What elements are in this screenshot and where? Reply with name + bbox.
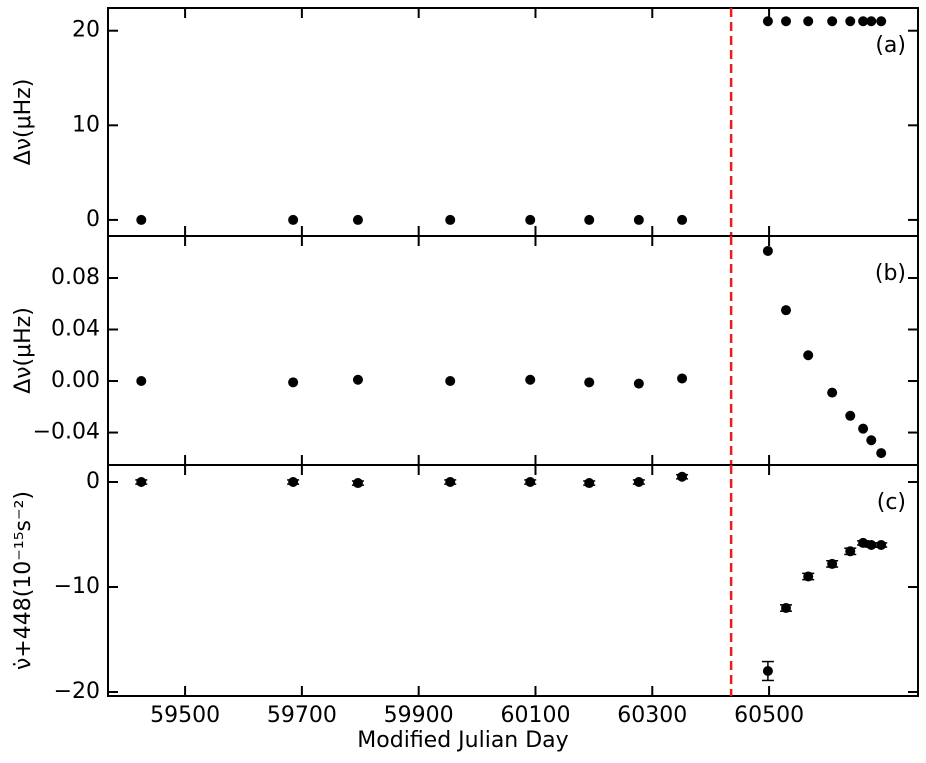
- y-tick-label: −10: [54, 574, 100, 599]
- data-point: [866, 16, 877, 27]
- data-point: [288, 477, 299, 488]
- panel-frame: [107, 7, 919, 237]
- panel-label: (a): [875, 33, 906, 58]
- data-point: [525, 214, 536, 225]
- y-axis-label: ν̇+448(10⁻¹⁵s⁻²): [11, 491, 36, 670]
- data-point: [781, 305, 792, 316]
- data-point: [876, 540, 887, 551]
- x-tick-label: 60300: [617, 703, 687, 728]
- data-point: [858, 423, 869, 434]
- data-point: [677, 471, 688, 482]
- x-tick-label: 60500: [734, 703, 804, 728]
- data-point: [584, 478, 595, 489]
- data-point: [352, 478, 363, 489]
- data-point: [762, 666, 773, 677]
- data-point: [633, 214, 644, 225]
- x-tick-label: 59700: [267, 703, 337, 728]
- data-point: [845, 410, 856, 421]
- data-point: [352, 214, 363, 225]
- data-point: [584, 377, 595, 388]
- data-point: [445, 477, 456, 488]
- data-point: [827, 558, 838, 569]
- y-tick-label: −0.04: [33, 420, 100, 445]
- data-point: [827, 387, 838, 398]
- data-point: [876, 448, 887, 459]
- y-tick-label: 10: [72, 112, 100, 137]
- data-point: [352, 374, 363, 385]
- y-tick-label: 0.00: [51, 368, 100, 393]
- data-point: [781, 16, 792, 27]
- data-point: [876, 16, 887, 27]
- y-tick-label: 20: [72, 18, 100, 43]
- data-point: [781, 603, 792, 614]
- panel-frame: [107, 464, 919, 697]
- data-point: [677, 214, 688, 225]
- x-tick-label: 59500: [150, 703, 220, 728]
- data-point: [525, 374, 536, 385]
- y-axis-label: Δν(μHz): [11, 307, 36, 394]
- data-point: [803, 571, 814, 582]
- data-point: [762, 16, 773, 27]
- y-axis-label: Δν(μHz): [11, 79, 36, 166]
- data-point: [136, 214, 147, 225]
- data-point: [858, 16, 869, 27]
- data-point: [866, 435, 877, 446]
- data-point: [827, 16, 838, 27]
- data-point: [288, 377, 299, 388]
- data-point: [762, 245, 773, 256]
- x-axis-label: Modified Julian Day: [357, 728, 568, 753]
- data-point: [803, 350, 814, 361]
- data-point: [803, 16, 814, 27]
- data-point: [584, 214, 595, 225]
- y-tick-label: 0: [86, 469, 100, 494]
- panel-label: (b): [875, 261, 906, 286]
- x-tick-label: 59900: [384, 703, 454, 728]
- y-tick-label: 0.08: [51, 265, 100, 290]
- data-point: [845, 16, 856, 27]
- data-point: [445, 214, 456, 225]
- panel-label: (c): [877, 490, 906, 515]
- x-tick-label: 60100: [500, 703, 570, 728]
- data-point: [866, 540, 877, 551]
- data-point: [288, 214, 299, 225]
- data-point: [677, 373, 688, 384]
- data-point: [633, 477, 644, 488]
- data-point: [445, 376, 456, 387]
- data-point: [858, 537, 869, 548]
- data-point: [633, 378, 644, 389]
- y-tick-label: 0.04: [51, 317, 100, 342]
- data-point: [525, 477, 536, 488]
- data-point: [136, 477, 147, 488]
- y-tick-label: 0: [86, 207, 100, 232]
- panel-frame: [107, 235, 919, 466]
- data-point: [845, 546, 856, 557]
- data-point: [136, 376, 147, 387]
- y-tick-label: −20: [54, 679, 100, 704]
